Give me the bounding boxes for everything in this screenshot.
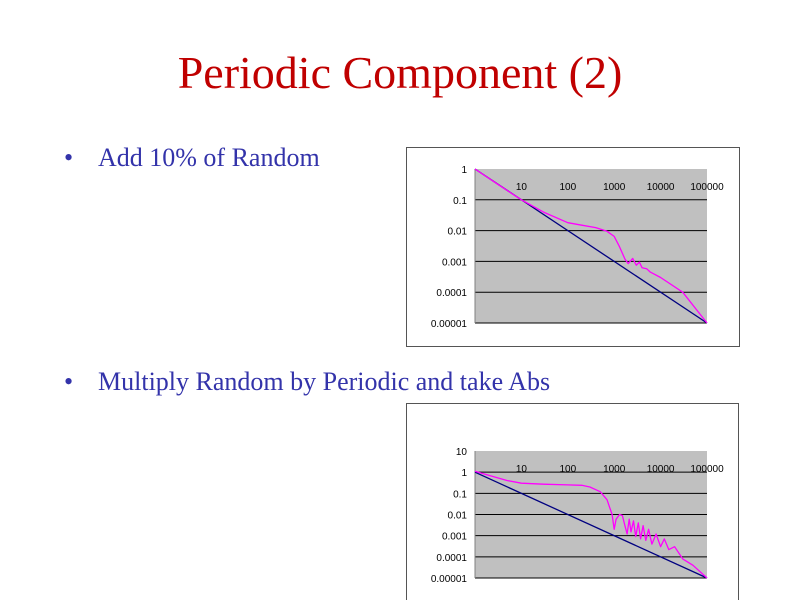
bullet-dot: • [64, 367, 74, 396]
y-tick-label: 0.001 [442, 257, 467, 268]
bullet-text: Multiply Random by Periodic and take Abs [98, 367, 551, 396]
y-tick-label: 0.00001 [431, 574, 468, 585]
y-tick-label: 0.001 [442, 532, 467, 543]
y-tick-label: 0.0001 [436, 288, 467, 299]
x-tick-label: 1000 [603, 182, 626, 193]
x-tick-label: 100000 [690, 464, 724, 475]
chart-multiply-random: 10 1 0.1 0.01 0.001 0.0001 0.00001 10 100 1000 100… [406, 403, 739, 600]
x-tick-label: 100000 [690, 182, 724, 193]
y-tick-label: 0.1 [453, 489, 467, 500]
y-tick-label: 0.00001 [431, 319, 468, 330]
x-tick-label: 100 [559, 464, 576, 475]
y-tick-label: 10 [456, 447, 468, 458]
y-tick-label: 1 [461, 468, 467, 479]
chart-svg: 1 0.1 0.01 0.001 0.0001 0.00001 10 100 1000 10000… [431, 165, 724, 330]
series-line [474, 471, 708, 579]
series-line [474, 470, 708, 579]
y-tick-label: 0.1 [453, 196, 467, 207]
bullet-add-random: • Add 10% of Random [64, 142, 320, 174]
y-tick-label: 1 [461, 165, 467, 176]
y-tick-label: 0.01 [448, 511, 468, 522]
chart-svg: 10 1 0.1 0.01 0.001 0.0001 0.00001 10 100 1000 100… [431, 447, 724, 585]
x-tick-label: 10 [516, 182, 528, 193]
bullet-dot: • [64, 143, 74, 172]
bullet-multiply-random: • Multiply Random by Periodic and take Ab… [64, 366, 550, 398]
x-tick-label: 10000 [647, 464, 675, 475]
series-line [474, 168, 708, 324]
bullet-text: Add 10% of Random [98, 143, 320, 172]
x-tick-label: 1000 [603, 464, 626, 475]
x-tick-label: 10 [516, 464, 528, 475]
y-tick-label: 0.01 [448, 227, 468, 238]
chart-add-random: 1 0.1 0.01 0.001 0.0001 0.00001 10 100 1000 10000… [406, 147, 740, 347]
x-tick-label: 100 [559, 182, 576, 193]
y-tick-label: 0.0001 [436, 553, 467, 564]
x-tick-label: 10000 [647, 182, 675, 193]
slide-title: Periodic Component (2) [177, 47, 623, 98]
